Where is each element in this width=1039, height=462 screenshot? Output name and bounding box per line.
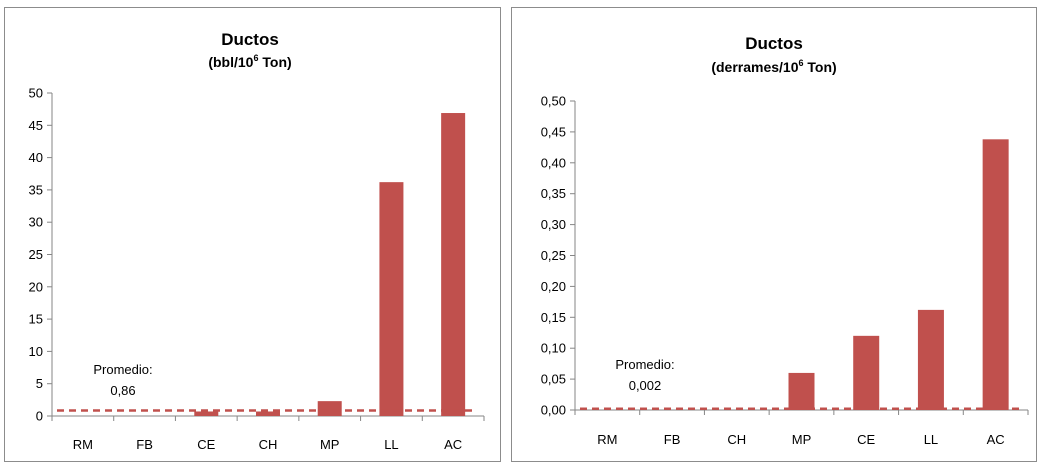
average-value: 0,002 [629, 378, 662, 393]
average-value: 0,86 [110, 383, 135, 398]
average-label: Promedio: [93, 362, 152, 377]
x-category-label: AC [987, 432, 1005, 447]
x-category-label: RM [73, 437, 93, 452]
subtitle-unit: Ton) [258, 54, 291, 70]
subtitle-superscript: 6 [253, 53, 258, 63]
x-category-label: LL [924, 432, 938, 447]
y-tick-label: 10 [29, 344, 43, 359]
y-tick-label: 30 [29, 215, 43, 230]
y-tick-label: 15 [29, 312, 43, 327]
chart-derrames: Ductos (derrames/106 Ton) 0,00 0,05 0,10 0,15… [541, 34, 1029, 447]
x-category-label: CE [857, 432, 875, 447]
x-category-label: MP [792, 432, 812, 447]
bar-ll [379, 182, 404, 416]
y-tick-label: 0,25 [541, 248, 566, 263]
y-tick-label: 0,20 [541, 279, 566, 294]
y-tick-label: 0 [36, 409, 43, 424]
chart-subtitle: (derrames/106 Ton) [711, 58, 836, 75]
x-category-label: CH [727, 432, 746, 447]
subtitle-text: (bbl/10 [208, 54, 253, 70]
y-tick-label: 0,45 [541, 124, 566, 139]
bar-ll [917, 309, 944, 410]
chart-panel-bbl: Ductos (bbl/106 Ton) 0 5 10 15 20 25 30 35 40 45 50 R… [4, 7, 501, 462]
x-category-label: CH [259, 437, 278, 452]
y-tick-label: 0,40 [541, 155, 566, 170]
bar-mp [317, 401, 342, 416]
x-category-label: AC [444, 437, 462, 452]
y-tick-label: 25 [29, 247, 43, 262]
chart-bbl: Ductos (bbl/106 Ton) 0 5 10 15 20 25 30 35 40 45 50 R… [29, 30, 485, 452]
average-label: Promedio: [615, 357, 674, 372]
subtitle-text: (derrames/10 [711, 59, 798, 75]
y-tick-label: 0,00 [541, 403, 566, 418]
y-tick-label: 45 [29, 118, 43, 133]
y-tick-label: 35 [29, 182, 43, 197]
y-tick-label: 40 [29, 150, 43, 165]
subtitle-superscript: 6 [798, 58, 803, 68]
x-category-label: FB [136, 437, 153, 452]
x-category-label: MP [320, 437, 340, 452]
bar-ce [194, 411, 219, 416]
chart-panel-derrames: Ductos (derrames/106 Ton) 0,00 0,05 0,10 0,15… [511, 7, 1037, 462]
y-tick-label: 50 [29, 86, 43, 101]
bar-mp [788, 372, 815, 410]
y-tick-label: 0,15 [541, 310, 566, 325]
y-tick-label: 0,05 [541, 372, 566, 387]
y-tick-label: 0,35 [541, 186, 566, 201]
x-category-label: LL [384, 437, 398, 452]
chart-subtitle: (bbl/106 Ton) [208, 53, 291, 70]
y-tick-label: 20 [29, 279, 43, 294]
x-category-label: CE [197, 437, 215, 452]
y-tick-label: 0,10 [541, 341, 566, 356]
subtitle-unit: Ton) [804, 59, 837, 75]
bar-ch [256, 411, 280, 416]
bar-ce [853, 335, 880, 410]
chart-title: Ductos [221, 30, 279, 49]
bar-ac [982, 139, 1009, 411]
y-tick-label: 0,30 [541, 217, 566, 232]
y-tick-label: 5 [36, 376, 43, 391]
x-category-label: RM [597, 432, 617, 447]
x-category-label: FB [664, 432, 681, 447]
chart-title: Ductos [745, 34, 803, 53]
bar-ac [441, 113, 466, 416]
y-tick-label: 0,50 [541, 94, 566, 109]
